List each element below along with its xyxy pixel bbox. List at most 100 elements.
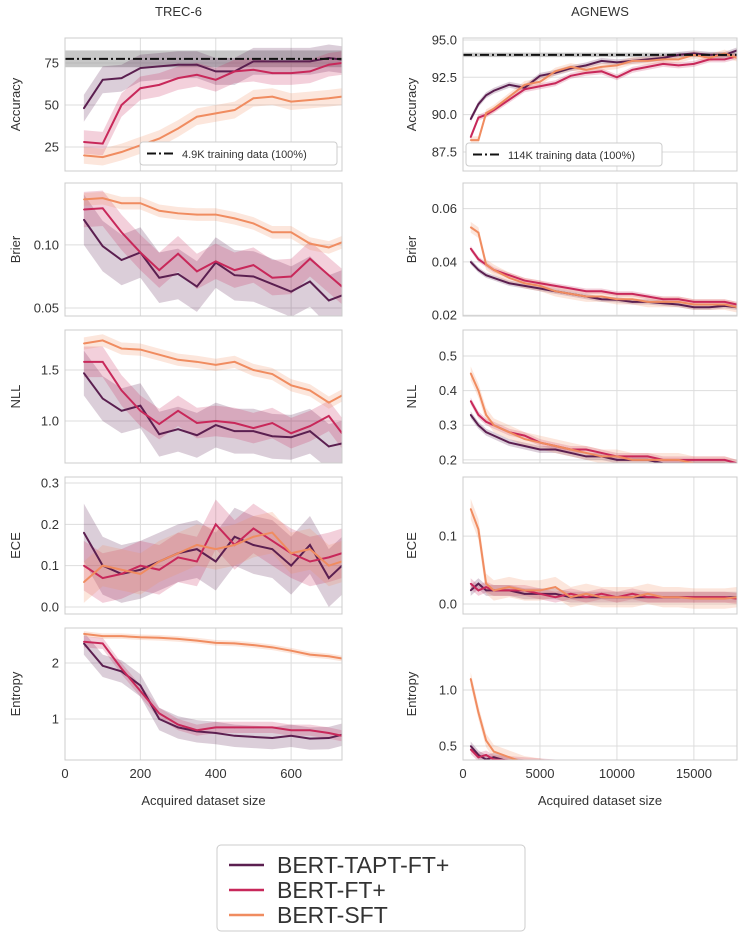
data-point [309,430,311,432]
y-axis-label: Entropy [8,671,23,716]
data-point [101,142,104,145]
axes-frame [462,329,738,464]
y-axis-label: NLL [8,385,23,409]
data-point [477,103,480,106]
data-point [585,72,587,74]
data-point [139,404,142,407]
y-tick-label: 0.02 [432,308,457,323]
y-axis-label: Accuracy [8,77,23,131]
data-point [693,301,695,303]
confidence-band-bert-ft+ [83,346,342,449]
data-point [708,57,711,59]
legend: BERT-TAPT-FT+BERT-FT+BERT-SFT [216,844,526,932]
data-point [196,434,198,437]
data-point [177,556,179,559]
x-tick-label: 0 [61,766,68,781]
data-point [83,154,85,157]
data-point [271,231,274,234]
data-point [271,540,274,542]
data-point [120,347,123,350]
plot-area [82,499,342,607]
data-point [555,765,557,767]
data-point [485,586,487,588]
data-point [600,593,603,595]
data-point [328,556,330,559]
data-point [214,364,217,366]
legend-box [216,844,526,932]
data-point [328,299,330,302]
axes-frame [462,37,738,172]
data-point [539,287,541,290]
data-point [83,642,85,645]
data-point [158,209,161,212]
data-point [508,431,510,433]
data-point [101,197,104,199]
y-tick-label: 1.5 [41,362,59,377]
data-point [290,72,292,74]
series-line-bert-tapt-ft+ [469,745,507,760]
plot-area [83,631,342,750]
data-point [600,596,603,599]
data-point [585,455,587,458]
y-tick-label: 0.1 [439,529,457,544]
data-point [524,762,526,764]
data-point [485,739,487,742]
data-point [662,771,664,773]
data-point [252,736,255,738]
data-point [508,756,510,759]
data-point [492,277,495,279]
data-point [524,763,526,765]
data-point [139,690,142,692]
data-point [101,642,104,645]
data-point [309,242,311,245]
data-point [492,589,495,592]
plot-area [469,498,737,609]
data-point [600,455,603,458]
data-point [631,298,634,301]
data-point [736,466,738,468]
data-point [485,94,487,97]
data-point [233,269,236,271]
data-point [177,63,179,66]
data-point [120,635,123,637]
data-point [469,745,472,747]
data-point [485,112,487,114]
panel-nll: 1.0 1.5 NLL [8,329,343,464]
data-point [523,589,526,592]
data-point [158,353,161,356]
data-point [328,655,330,658]
legend-box [465,142,663,167]
data-point [271,646,274,649]
data-point [523,88,526,91]
data-point [252,275,255,278]
panel-ece: 0.0 0.1 ECE [404,476,738,615]
data-point [271,60,274,63]
data-point [693,597,695,600]
data-point [233,109,236,111]
data-point [477,528,480,531]
data-point [271,276,274,279]
data-point [177,127,179,130]
y-tick-label: 0.5 [439,739,457,754]
data-point [290,432,292,435]
data-point [539,282,541,285]
data-point [523,282,526,285]
confidence-band-bert-sft [83,334,342,409]
legend-entry: BERT-FT+ [277,877,386,903]
data-point [539,285,541,287]
data-point [271,435,274,438]
data-point [196,73,198,76]
data-point [677,301,680,303]
data-point [120,409,123,412]
data-point [662,596,664,599]
series-line-bert-tapt-ft+ [469,261,737,309]
confidence-band-bert-sft [470,221,737,313]
data-point [477,139,480,141]
data-point [554,448,557,451]
data-point [554,70,557,73]
data-point [101,339,104,342]
data-point [708,301,711,303]
data-point [177,409,179,412]
data-point [585,452,587,454]
data-point [585,290,587,293]
